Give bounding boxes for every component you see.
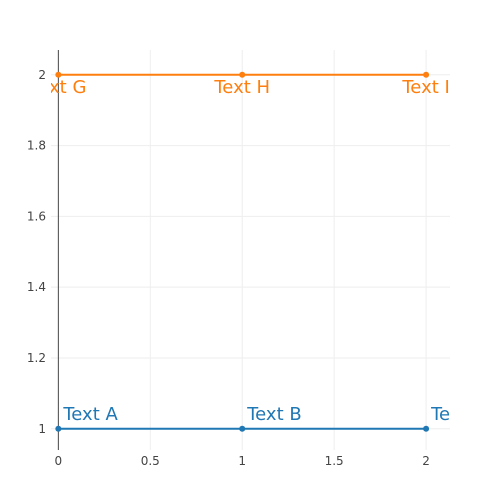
grid xyxy=(51,50,450,450)
x-tick-label: 0.5 xyxy=(141,454,160,468)
x-tick-label: 0 xyxy=(55,454,63,468)
data-point xyxy=(239,426,245,432)
point-label: Text I xyxy=(401,77,449,98)
point-label: Text C xyxy=(430,404,486,425)
x-tick-label: 2 xyxy=(422,454,430,468)
y-tick-label: 1 xyxy=(38,422,46,436)
y-tick-label: 1.6 xyxy=(27,209,46,223)
y-tick-label: 1.8 xyxy=(27,139,46,153)
data-point xyxy=(423,426,429,432)
x-tick-label: 1 xyxy=(238,454,246,468)
point-label: Text A xyxy=(62,404,118,425)
x-tick-label: 1.5 xyxy=(325,454,344,468)
point-label: Text H xyxy=(213,77,270,98)
y-tick-label: 2 xyxy=(38,68,46,82)
data-point xyxy=(55,426,61,432)
y-tick-label: 1.4 xyxy=(27,280,46,294)
y-tick-label: 1.2 xyxy=(27,351,46,365)
point-label: Text B xyxy=(246,404,301,425)
